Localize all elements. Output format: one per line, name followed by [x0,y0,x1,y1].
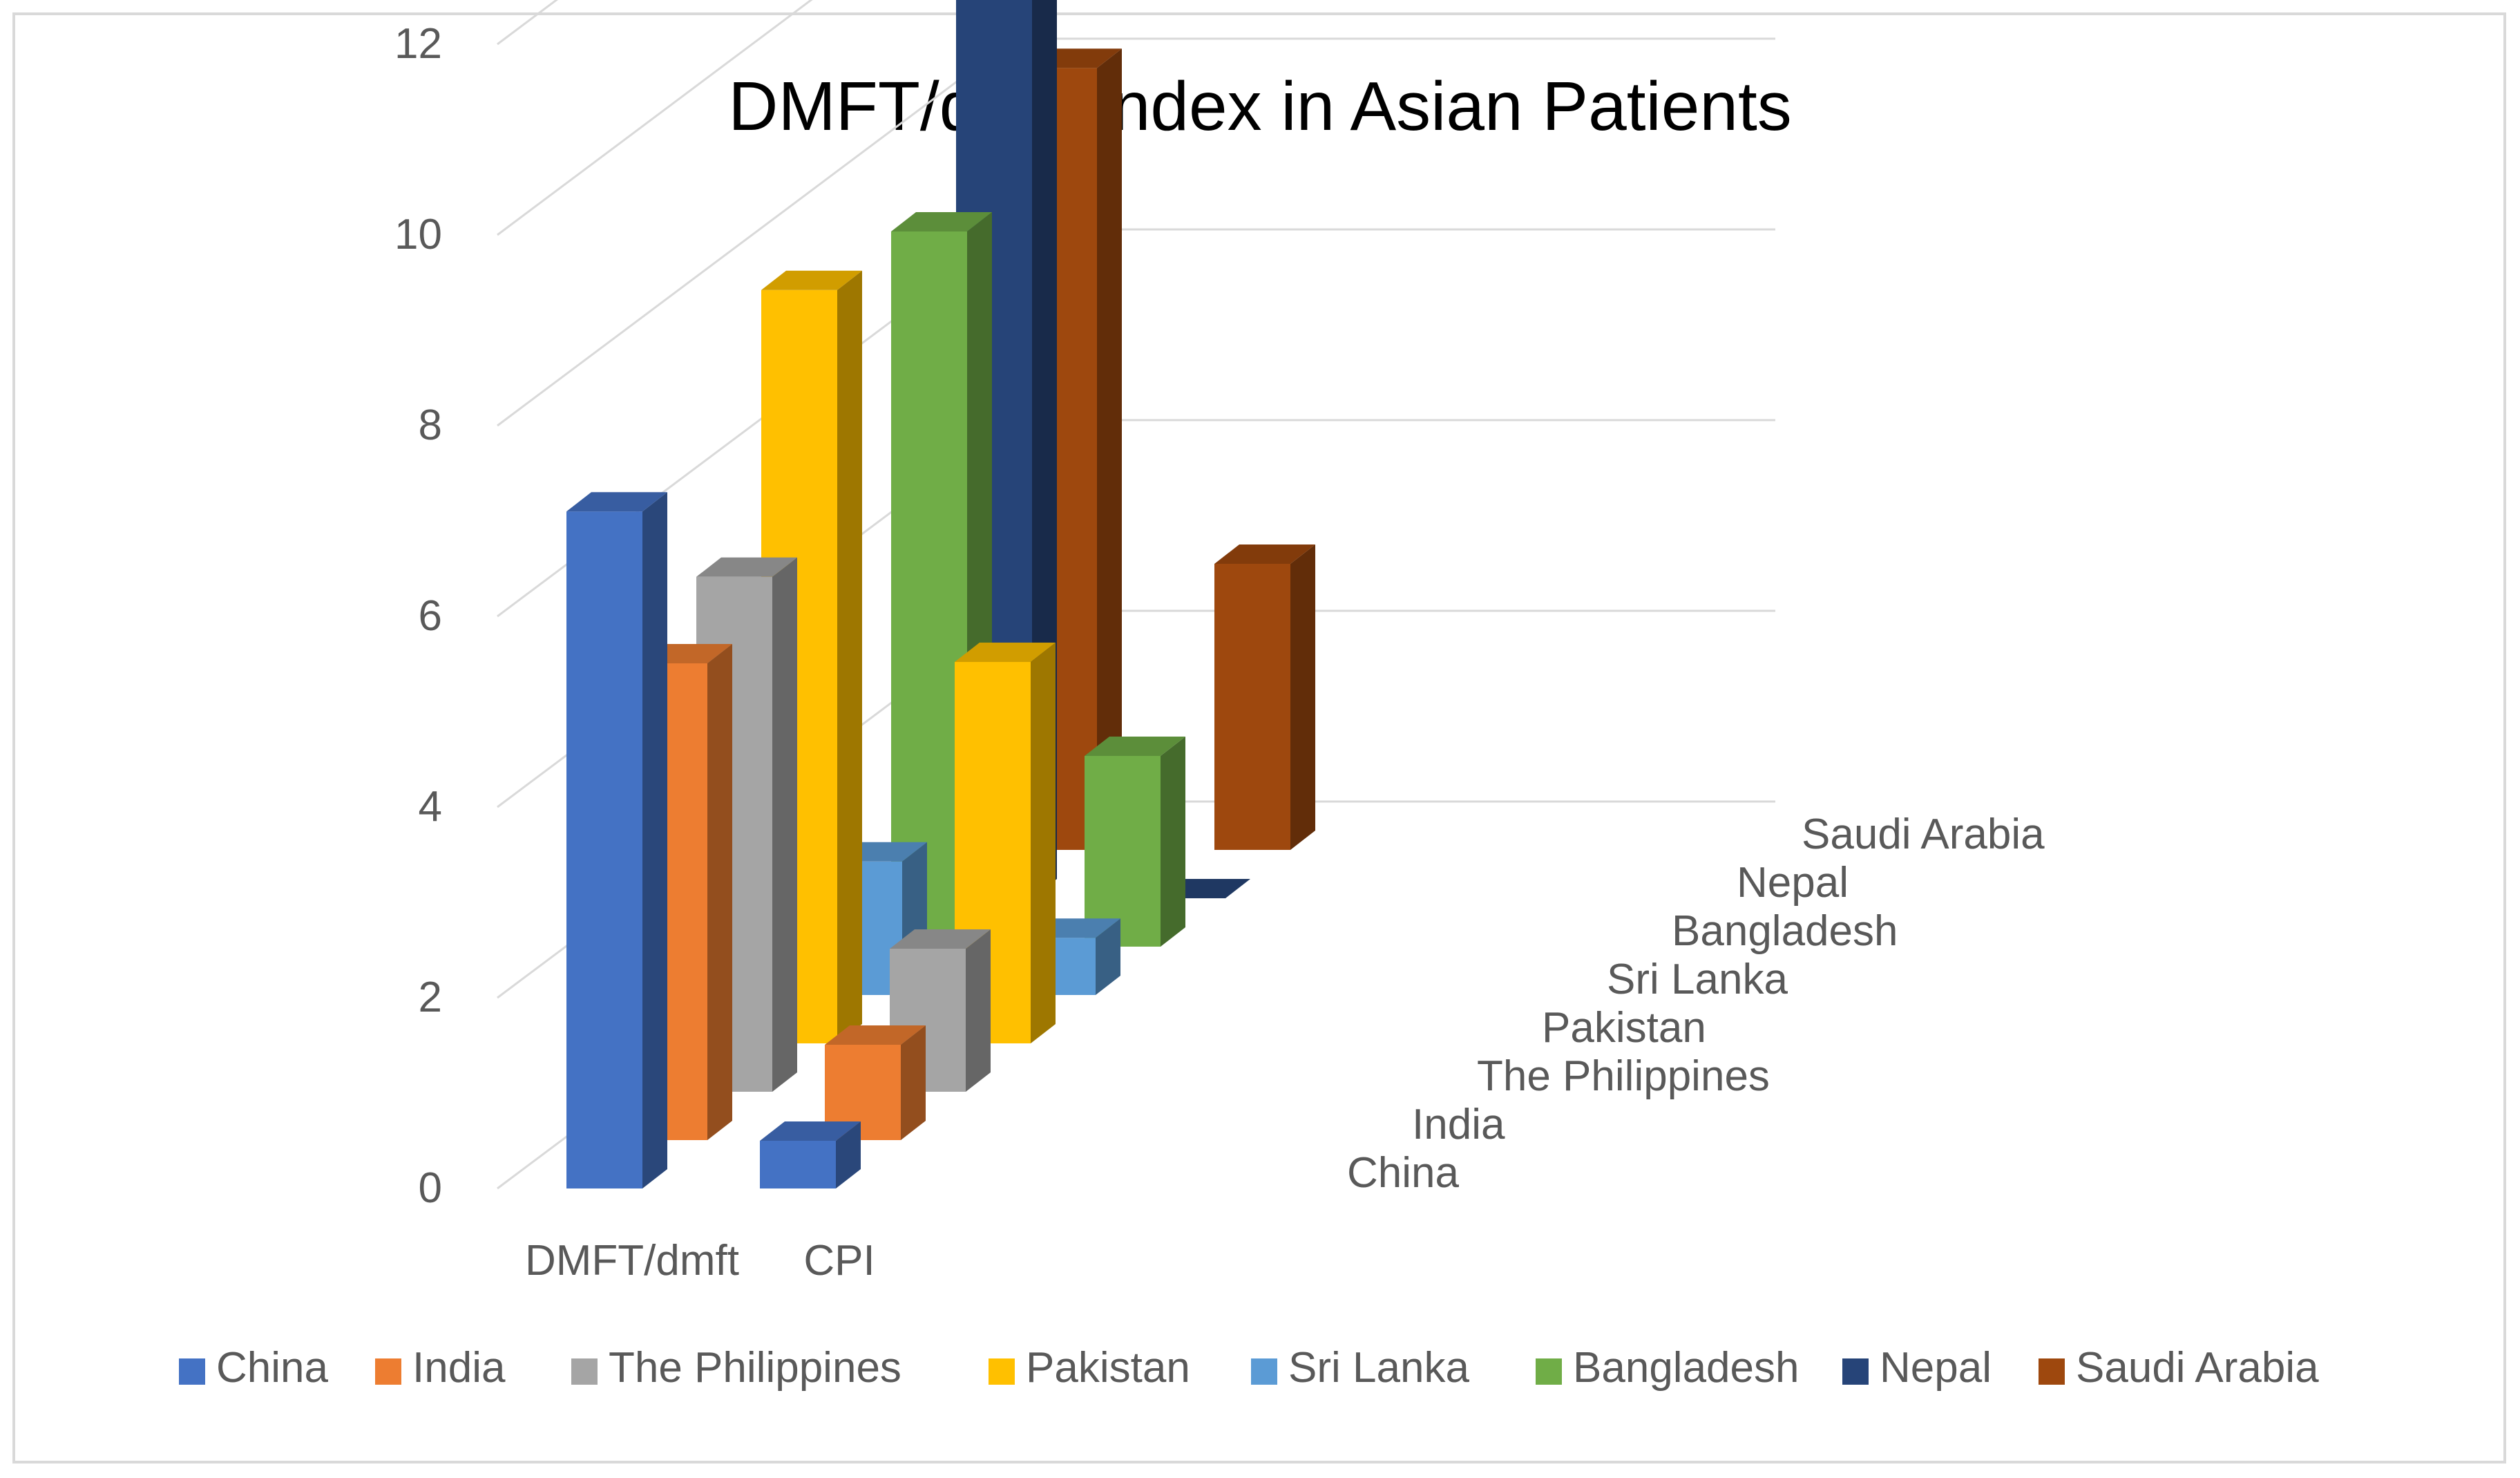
bar-front [760,1141,836,1188]
legend-label: Saudi Arabia [2076,1344,2319,1392]
bar-bangladesh-cpi [1085,737,1185,947]
y-tick-label: 0 [419,1164,442,1212]
y-tick-label: 2 [419,974,442,1021]
gridline-10 [497,0,813,236]
legend-item-bangladesh: Bangladesh [1536,1344,1800,1392]
bar-side [966,929,991,1092]
bar-top [890,929,991,949]
bar-china-dmft-dmft [566,492,667,1188]
legend-label: Sri Lanka [1288,1344,1469,1392]
legend-swatch [571,1358,598,1385]
legend-item-sri-lanka: Sri Lanka [1251,1344,1469,1392]
bars [566,0,1315,1188]
bar-top [761,270,862,290]
depth-label-china: China [1347,1149,1460,1197]
legend-item-nepal: Nepal [1842,1344,1992,1392]
depth-label-sri-lanka: Sri Lanka [1607,956,1788,1003]
legend-swatch [989,1358,1015,1385]
bar-top [891,212,992,231]
bar-side [901,1025,926,1140]
legend-swatch [375,1358,401,1385]
bar-side [1290,544,1315,850]
legend-swatch [1251,1358,1277,1385]
y-tick-label: 10 [394,211,442,258]
y-tick-label: 12 [394,20,442,68]
bar-side [772,557,797,1092]
legend-label: Pakistan [1026,1344,1190,1392]
category-label-cpi: CPI [803,1237,875,1285]
bar-china-cpi [760,1121,861,1188]
bar-top [1214,544,1315,564]
category-label-dmft-dmft: DMFT/dmft [525,1237,739,1285]
legend-item-china: China [179,1344,329,1392]
bar-front [1085,756,1161,947]
bar-top [760,1121,861,1141]
legend-label: India [412,1344,506,1392]
chart-title: DMFT/dmft Index in Asian Patients [728,68,1792,145]
bar-top [825,1025,926,1045]
legend-item-pakistan: Pakistan [989,1344,1190,1392]
y-tick-labels: 0 2 4 6 8 10 12 [394,20,442,1212]
gridline-12 [497,0,558,46]
depth-label-pakistan: Pakistan [1542,1004,1706,1052]
y-tick-label: 6 [419,592,442,640]
depth-label-india: India [1412,1101,1505,1148]
depth-label-the-philippines: The Philippines [1477,1052,1770,1100]
bar-side [1161,737,1185,947]
bar-front [891,231,967,947]
bar-top [566,492,667,512]
bar-side [1096,918,1120,995]
legend-label: The Philippines [609,1344,901,1392]
gridline-6 [497,228,1775,618]
legend-swatch [1842,1358,1869,1385]
bar-top [955,643,1056,662]
bar-side [1097,48,1122,850]
bar-side [642,492,667,1188]
legend-item-saudi-arabia: Saudi Arabia [2039,1344,2319,1392]
depth-label-bangladesh: Bangladesh [1672,907,1898,955]
y-tick-label: 4 [419,783,442,831]
bar-front [566,511,642,1188]
legend-swatch [179,1358,205,1385]
bar-side [836,1121,861,1188]
bar-top [1085,737,1185,756]
legend-item-the-philippines: The Philippines [571,1344,901,1392]
legend-label: Nepal [1880,1344,1992,1392]
bar-top [696,557,797,577]
bar-bangladesh-dmft-dmft [891,212,992,947]
bar-the-philippines-cpi [890,929,991,1092]
legend-item-india: India [375,1344,506,1392]
bar-side [707,644,732,1140]
legend-swatch [2039,1358,2065,1385]
legend-swatch [1536,1358,1562,1385]
legend-label: China [216,1344,329,1392]
bar-saudi-arabia-cpi [1214,544,1315,850]
bar-pakistan-cpi [955,643,1056,1043]
bar-front [1214,564,1290,850]
bar-side [1031,643,1056,1043]
depth-label-nepal: Nepal [1737,859,1849,907]
bar-india-cpi [825,1025,926,1140]
depth-label-saudi-arabia: Saudi Arabia [1802,811,2045,858]
bar-side [837,270,862,1043]
legend-label: Bangladesh [1573,1344,1800,1392]
legend: China India The Philippines Pakistan Sri Lan… [179,1344,2319,1392]
category-labels: DMFT/dmft CPI [525,1237,875,1285]
y-tick-label: 8 [419,401,442,449]
